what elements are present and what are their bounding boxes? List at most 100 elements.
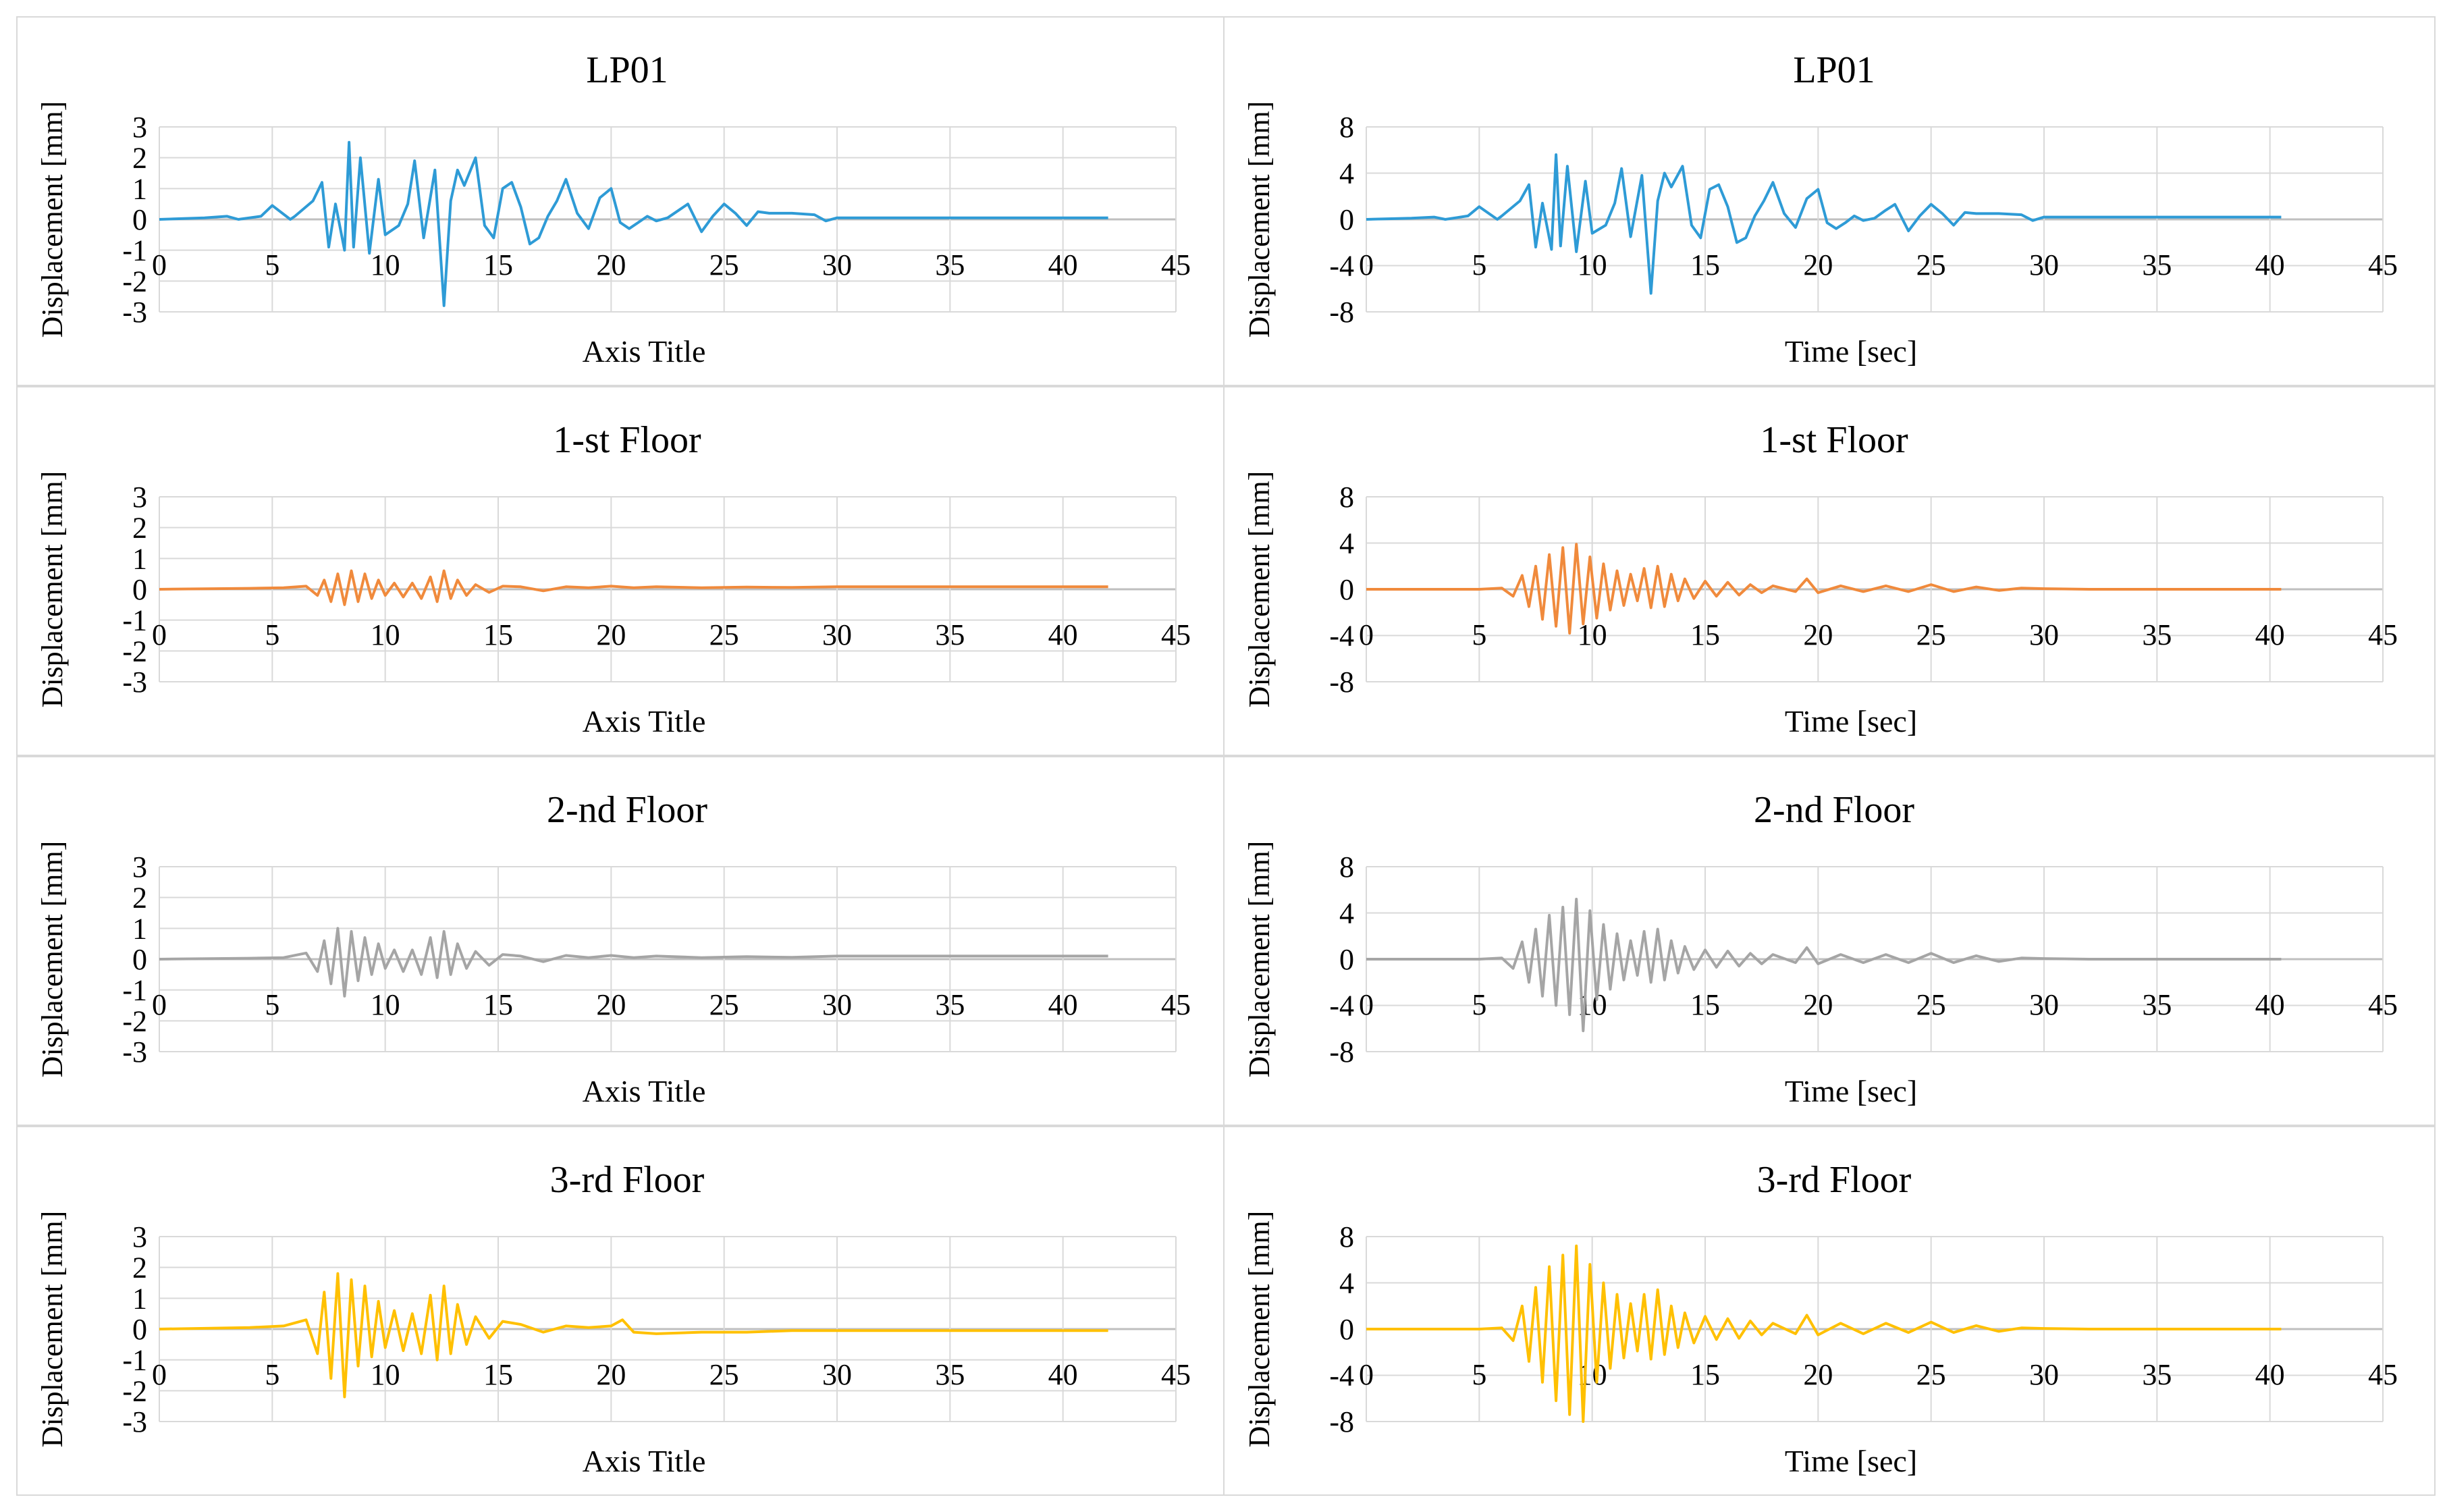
y-tick-label: 4 — [1339, 527, 1354, 560]
x-tick-label: 40 — [2255, 248, 2285, 281]
x-tick-label: 5 — [1472, 248, 1486, 281]
series-line-right-lp01 — [1366, 153, 2282, 295]
x-tick-label: 5 — [1472, 618, 1486, 651]
y-tick-label: 1 — [132, 1282, 147, 1315]
x-tick-label: 40 — [1048, 988, 1078, 1021]
x-tick-label: 40 — [2255, 988, 2285, 1021]
x-tick-label: 45 — [1161, 248, 1191, 281]
x-tick-label: 5 — [265, 988, 279, 1021]
y-tick-label: -1 — [122, 1344, 147, 1377]
series-line-left-lp01 — [159, 140, 1108, 307]
chart-panel-right-lp01: LP01 8 4 0 -4 -8 0 5 10 15 20 25 30 35 40 45 Time [sec] D… — [1223, 16, 2436, 386]
y-tick-label: 0 — [132, 943, 147, 976]
x-tick-label: 25 — [709, 618, 739, 651]
y-tick-label: 2 — [132, 882, 147, 915]
x-tick-label: 25 — [1916, 618, 1946, 651]
x-tick-label: 40 — [1048, 1358, 1078, 1391]
x-tick-label: 35 — [2142, 988, 2172, 1021]
y-tick-label: 8 — [1339, 481, 1354, 514]
x-tick-label: 40 — [2255, 618, 2285, 651]
x-tick-label: 30 — [2029, 248, 2059, 281]
chart-panel-left-floor2: 2-nd Floor 3 2 1 0 -1 -2 -3 0 5 10 15 20 25 30 35 40 45 Ax… — [16, 756, 1229, 1126]
y-tick-label: -2 — [122, 265, 147, 298]
x-tick-label: 40 — [1048, 248, 1078, 281]
x-tick-label: 30 — [2029, 618, 2059, 651]
y-axis-title: Displacement [mm] — [1243, 471, 1276, 708]
x-tick-label: 45 — [1161, 618, 1191, 651]
y-axis-title: Displacement [mm] — [1243, 841, 1276, 1078]
x-tick-label: 20 — [596, 248, 626, 281]
x-tick-label: 25 — [709, 248, 739, 281]
y-tick-label: -4 — [1329, 250, 1354, 283]
x-tick-label: 5 — [1472, 1358, 1486, 1391]
chart-panel-left-floor3: 3-rd Floor 3 2 1 0 -1 -2 -3 0 5 10 15 20 25 30 35 40 45 Ax… — [16, 1126, 1229, 1496]
series-line-left-floor1 — [159, 569, 1108, 606]
x-tick-label: 30 — [822, 618, 852, 651]
x-axis-title: Time [sec] — [1785, 334, 1917, 369]
y-axis-title: Displacement [mm] — [36, 101, 69, 338]
series-line-right-floor3 — [1366, 1244, 2282, 1423]
chart-panel-left-lp01: LP01 3 2 1 0 -1 -2 -3 0 5 10 15 20 25 30 35 40 45 Axis Tit… — [16, 16, 1229, 386]
x-tick-label: 20 — [596, 988, 626, 1021]
x-tick-label: 25 — [1916, 988, 1946, 1021]
x-tick-label: 20 — [1803, 988, 1833, 1021]
x-tick-label: 45 — [2368, 988, 2398, 1021]
x-tick-label: 15 — [1690, 1358, 1720, 1391]
x-tick-label: 45 — [1161, 988, 1191, 1021]
chart-title: 2-nd Floor — [1754, 789, 1914, 831]
y-tick-label: -2 — [122, 634, 147, 668]
x-axis-title: Axis Title — [583, 334, 706, 369]
y-tick-label: 1 — [132, 542, 147, 575]
y-tick-label: -2 — [122, 1004, 147, 1037]
y-tick-label: -4 — [1329, 620, 1354, 653]
y-tick-label: 3 — [132, 1220, 147, 1253]
y-tick-label: 2 — [132, 1251, 147, 1285]
x-tick-label: 35 — [2142, 248, 2172, 281]
x-tick-label: 45 — [2368, 618, 2398, 651]
x-tick-label: 5 — [265, 618, 279, 651]
x-tick-label: 30 — [822, 988, 852, 1021]
y-tick-label: 4 — [1339, 897, 1354, 930]
x-tick-label: 20 — [1803, 618, 1833, 651]
y-axis-title: Displacement [mm] — [1243, 101, 1276, 338]
x-tick-label: 15 — [483, 248, 513, 281]
y-tick-label: 1 — [132, 172, 147, 205]
y-tick-label: -8 — [1329, 1035, 1354, 1069]
y-tick-label: 0 — [1339, 573, 1354, 606]
x-tick-label: 15 — [1690, 988, 1720, 1021]
x-tick-label: 0 — [152, 248, 167, 281]
x-tick-label: 40 — [1048, 618, 1078, 651]
y-axis-title: Displacement [mm] — [1243, 1211, 1276, 1448]
x-tick-label: 35 — [935, 248, 965, 281]
x-tick-label: 20 — [596, 618, 626, 651]
chart-title: LP01 — [1793, 49, 1875, 91]
chart-title: 3-rd Floor — [1757, 1159, 1912, 1201]
y-tick-label: 3 — [132, 850, 147, 884]
chart-title: 2-nd Floor — [547, 789, 707, 831]
x-tick-label: 15 — [483, 618, 513, 651]
y-tick-label: 0 — [132, 573, 147, 606]
y-axis-title: Displacement [mm] — [36, 471, 69, 708]
chart-panel-right-floor1: 1-st Floor 8 4 0 -4 -8 0 5 10 15 20 25 30 35 40 45 Time … — [1223, 386, 2436, 756]
x-tick-label: 30 — [822, 248, 852, 281]
y-tick-label: 1 — [132, 912, 147, 945]
y-tick-label: 2 — [132, 512, 147, 545]
y-axis-title: Displacement [mm] — [36, 841, 69, 1078]
x-tick-label: 0 — [152, 618, 167, 651]
y-tick-label: 4 — [1339, 1267, 1354, 1300]
x-tick-label: 0 — [1359, 248, 1374, 281]
x-tick-label: 5 — [1472, 988, 1486, 1021]
y-tick-label: -3 — [122, 666, 147, 699]
x-tick-label: 0 — [152, 988, 167, 1021]
y-tick-label: 8 — [1339, 850, 1354, 884]
y-tick-label: 0 — [132, 203, 147, 236]
chart-panel-left-floor1: 1-st Floor 3 2 1 0 -1 -2 -3 0 5 10 15 20 25 30 35 40 45 Ax… — [16, 386, 1229, 756]
y-tick-label: -4 — [1329, 1359, 1354, 1393]
y-tick-label: -3 — [122, 1035, 147, 1069]
